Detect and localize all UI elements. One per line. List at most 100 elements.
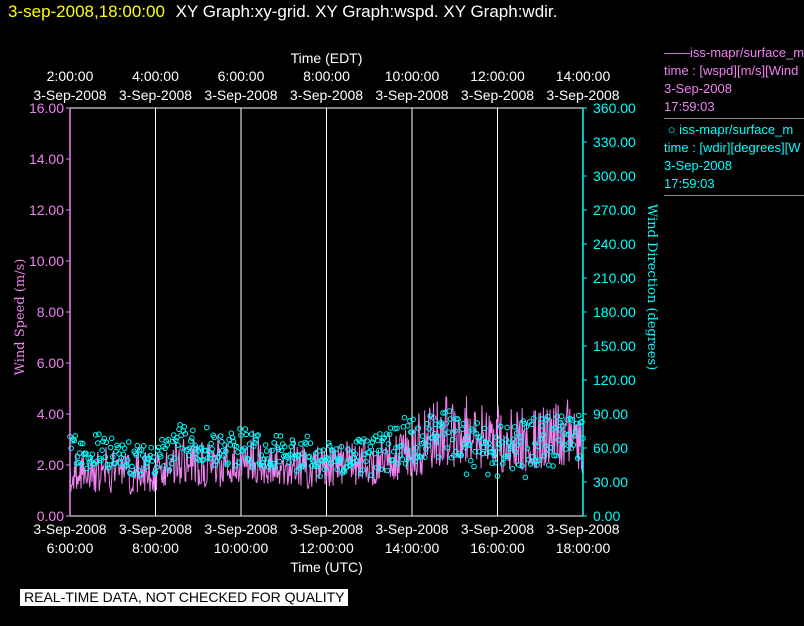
x-bottom-tick-time: 8:00:00 xyxy=(132,540,179,556)
wind-direction-point xyxy=(562,431,568,437)
wind-direction-point xyxy=(556,427,563,433)
legend-entry-direction: ○ iss-mapr/surface_m time : [wdir][degre… xyxy=(664,121,804,196)
wind-direction-point xyxy=(124,457,131,463)
wind-direction-point xyxy=(282,443,288,450)
x-bottom-tick-time: 10:00:00 xyxy=(214,540,269,556)
wind-direction-point xyxy=(129,463,135,470)
wind-direction-point xyxy=(572,428,579,435)
wind-direction-point xyxy=(323,454,330,461)
wind-direction-point xyxy=(309,457,316,464)
wind-direction-point xyxy=(449,436,456,443)
wind-direction-point xyxy=(505,453,512,459)
wind-direction-point xyxy=(499,439,505,446)
wind-direction-point xyxy=(246,441,253,447)
wind-direction-point xyxy=(558,413,565,420)
wind-direction-point xyxy=(337,456,344,463)
wind-direction-point xyxy=(411,450,417,457)
wind-direction-point xyxy=(496,445,503,451)
wind-direction-point xyxy=(463,471,470,478)
wind-direction-point xyxy=(130,471,136,478)
wind-direction-point xyxy=(133,452,140,458)
wind-direction-point xyxy=(121,445,128,452)
wind-direction-point xyxy=(225,460,231,466)
wind-direction-point xyxy=(243,431,250,438)
wind-direction-point xyxy=(247,459,254,465)
wind-direction-point xyxy=(204,424,210,431)
wind-direction-point xyxy=(525,456,532,463)
wind-direction-point xyxy=(173,437,179,444)
wind-direction-point xyxy=(232,462,239,469)
wind-direction-point xyxy=(174,434,180,441)
x-bottom-tick-time: 14:00:00 xyxy=(385,540,440,556)
x-top-axis-title: Time (EDT) xyxy=(291,50,363,66)
timestamp: 3-sep-2008,18:00:00 xyxy=(8,2,165,21)
wind-direction-point xyxy=(458,452,465,459)
wind-direction-point xyxy=(515,442,521,449)
wind-direction-point xyxy=(383,431,390,437)
wind-direction-point xyxy=(79,461,85,467)
wind-direction-point xyxy=(373,464,380,471)
wind-direction-point xyxy=(492,460,499,466)
legend-direction-time: 17:59:03 xyxy=(664,176,715,191)
wind-speed-line xyxy=(69,396,584,495)
wind-direction-point xyxy=(189,435,195,441)
wind-direction-point xyxy=(512,449,519,456)
wind-direction-point xyxy=(222,442,228,448)
legend-entry-speed: ——iss-mapr/surface_m time : [wspd][m/s][… xyxy=(664,44,804,119)
wind-direction-point xyxy=(462,444,469,451)
wind-direction-point xyxy=(83,450,89,457)
wind-direction-point xyxy=(537,436,544,443)
wind-direction-point xyxy=(570,442,577,448)
y-right-tick-label: 210.00 xyxy=(593,270,636,286)
wind-direction-point xyxy=(126,439,132,445)
wind-direction-point xyxy=(377,431,383,437)
wind-direction-point xyxy=(148,444,154,451)
x-bottom-tick-date: 3-Sep-2008 xyxy=(290,521,363,537)
wind-direction-point xyxy=(369,439,376,445)
legend-speed-source: ——iss-mapr/surface_m xyxy=(664,45,804,60)
wind-direction-point xyxy=(367,443,374,450)
wind-direction-point xyxy=(287,451,294,458)
wind-direction-point xyxy=(228,430,235,437)
wind-direction-point xyxy=(378,466,384,473)
wind-speed-series xyxy=(69,396,584,495)
wind-direction-point xyxy=(430,414,437,421)
wind-direction-point xyxy=(304,433,311,440)
x-bottom-tick-date: 3-Sep-2008 xyxy=(119,521,192,537)
wind-direction-point xyxy=(103,439,110,446)
y-right-tick-label: 270.00 xyxy=(593,202,636,218)
wind-direction-point xyxy=(326,443,333,449)
wind-direction-point xyxy=(471,463,477,470)
wind-direction-point xyxy=(351,455,358,461)
wind-direction-point xyxy=(98,457,104,464)
wind-direction-point xyxy=(494,473,501,479)
wind-direction-point xyxy=(166,467,173,473)
wind-direction-point xyxy=(217,433,224,439)
x-bottom-tick-date: 3-Sep-2008 xyxy=(33,521,106,537)
wind-direction-point xyxy=(233,443,240,450)
wind-direction-point xyxy=(406,455,412,462)
wind-direction-point xyxy=(306,453,313,460)
wind-direction-point xyxy=(207,455,213,462)
wind-direction-point xyxy=(254,433,260,439)
wind-direction-point xyxy=(520,418,527,424)
wind-direction-point xyxy=(80,440,86,447)
x-top-tick-date: 3-Sep-2008 xyxy=(375,87,448,103)
wind-direction-point xyxy=(216,450,223,457)
wind-direction-point xyxy=(466,442,473,449)
wind-direction-point xyxy=(349,459,355,466)
wind-direction-point xyxy=(108,435,115,442)
wind-direction-point xyxy=(364,438,370,444)
wind-direction-point xyxy=(510,436,517,443)
wind-direction-point xyxy=(177,422,183,428)
wind-direction-point xyxy=(338,443,345,450)
wind-direction-point xyxy=(384,467,391,474)
wind-direction-point xyxy=(440,410,446,416)
x-bottom-tick-date: 3-Sep-2008 xyxy=(204,521,277,537)
y-right-tick-label: 150.00 xyxy=(593,338,636,354)
wind-direction-point xyxy=(181,424,188,430)
wind-direction-point xyxy=(579,418,585,425)
wind-direction-point xyxy=(455,416,461,423)
wind-direction-point xyxy=(110,454,116,460)
wind-direction-point xyxy=(531,415,537,422)
